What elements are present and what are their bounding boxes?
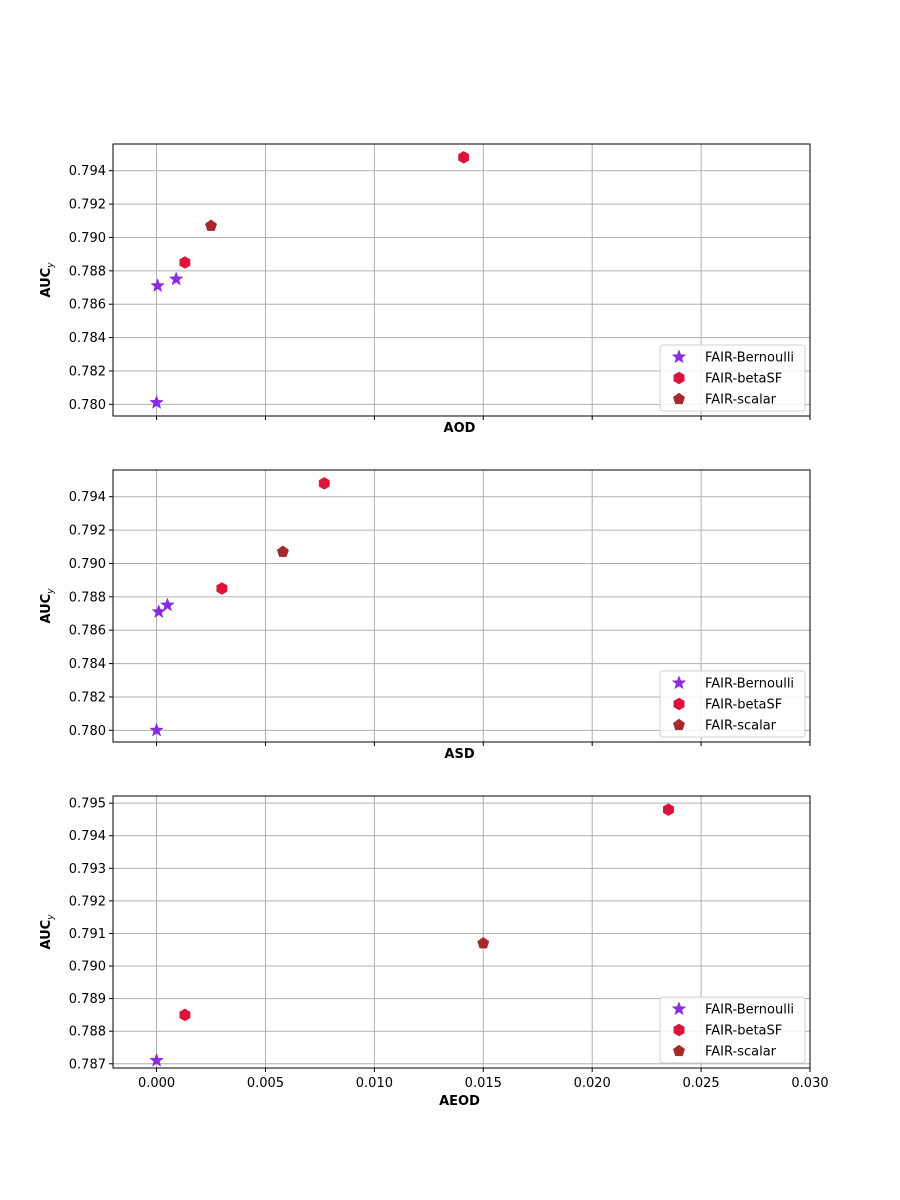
point-fair-bernoulli: [149, 1052, 164, 1067]
y-tick-label: 0.793: [69, 862, 106, 877]
legend-marker: [673, 371, 685, 385]
point-fair-bernoulli: [149, 722, 164, 737]
x-axis-label: ASD: [444, 747, 474, 762]
x-tick-label: 0.010: [356, 1076, 393, 1091]
y-tick-label: 0.788: [69, 590, 106, 605]
point-fair-betasf: [216, 582, 228, 595]
x-tick-label: 0.030: [791, 1076, 828, 1091]
y-tick-label: 0.792: [69, 524, 106, 539]
plot-frame: [112, 143, 811, 417]
legend-label: FAIR-betaSF: [705, 698, 782, 713]
point-fair-bernoulli: [160, 597, 175, 612]
point-fair-scalar: [276, 545, 289, 557]
point-fair-scalar: [205, 219, 218, 231]
legend: FAIR-Bernoulli FAIR-betaSF FAIR-scalar: [659, 344, 806, 412]
point-fair-bernoulli: [149, 394, 164, 409]
y-tick-label: 0.794: [69, 164, 106, 179]
legend-marker: [673, 697, 685, 711]
point-fair-betasf: [458, 151, 470, 164]
y-tick-label: 0.788: [69, 264, 106, 279]
chart-panel-3: 0.000 0.005 0.010 0.015 0.020 0.025 0.030 0.787…: [39, 795, 829, 1109]
legend-marker: [672, 392, 686, 405]
legend-box: [659, 996, 806, 1064]
y-tick-label: 0.790: [69, 231, 106, 246]
y-tick-label: 0.788: [69, 1025, 106, 1040]
legend-marker: [671, 675, 687, 690]
chart-panel-2: 0.780 0.782 0.784 0.786 0.788 0.790 0.792 0.794…: [39, 469, 811, 762]
legend-label: FAIR-scalar: [705, 1045, 777, 1060]
x-axis-label: AOD: [444, 421, 476, 436]
y-tick-label: 0.780: [69, 398, 106, 413]
plot-frame: [112, 795, 811, 1069]
y-tick-label: 0.786: [69, 624, 106, 639]
y-tick-label: 0.790: [69, 557, 106, 572]
legend-label: FAIR-Bernoulli: [705, 677, 794, 692]
legend-marker: [672, 1044, 686, 1057]
y-axis-label: AUCy: [39, 262, 56, 298]
legend-label: FAIR-Bernoulli: [705, 1003, 794, 1018]
y-axis-label-subscript: y: [46, 914, 56, 921]
y-axis-label: AUCy: [39, 588, 56, 624]
point-fair-bernoulli: [168, 271, 184, 286]
y-axis-label-subscript: y: [46, 262, 56, 269]
y-tick-label: 0.790: [69, 960, 106, 975]
x-axis-label: AEOD: [439, 1094, 480, 1109]
legend-box: [659, 670, 806, 738]
legend-label: FAIR-scalar: [705, 719, 777, 734]
point-fair-betasf: [179, 1008, 191, 1022]
y-axis-label-main: AUC: [39, 594, 54, 624]
point-fair-betasf: [318, 477, 330, 490]
legend-box: [659, 344, 806, 412]
y-tick-label: 0.791: [69, 927, 106, 942]
y-tick-label: 0.786: [69, 298, 106, 313]
legend-label: FAIR-Bernoulli: [705, 351, 794, 366]
point-fair-scalar: [477, 936, 490, 949]
y-tick-label: 0.792: [69, 894, 106, 909]
x-tick-label: 0.000: [138, 1076, 175, 1091]
y-tick-label: 0.780: [69, 724, 106, 739]
x-tick-label: 0.005: [247, 1076, 284, 1091]
y-axis-label-main: AUC: [39, 920, 54, 950]
point-fair-betasf: [662, 803, 674, 816]
legend-marker: [671, 349, 687, 364]
y-tick-label: 0.789: [69, 992, 106, 1007]
y-tick-label: 0.794: [69, 490, 106, 505]
y-tick-label: 0.795: [69, 797, 106, 812]
legend-label: FAIR-scalar: [705, 393, 777, 408]
chart-panel-1: 0.780 0.782 0.784 0.786 0.788 0.790 0.792 0.794…: [39, 143, 811, 436]
y-axis-label: AUCy: [39, 914, 56, 950]
x-tick-label: 0.015: [465, 1076, 502, 1091]
y-tick-label: 0.782: [69, 690, 106, 705]
legend-label: FAIR-betaSF: [705, 1024, 782, 1039]
y-axis-label-subscript: y: [46, 588, 56, 595]
legend-marker: [671, 1001, 687, 1016]
point-fair-betasf: [179, 256, 191, 269]
legend-marker: [673, 1023, 685, 1037]
legend-marker: [672, 718, 686, 731]
y-tick-label: 0.787: [69, 1057, 106, 1072]
y-axis-label-main: AUC: [39, 268, 54, 298]
y-tick-label: 0.784: [69, 657, 106, 672]
x-tick-label: 0.025: [682, 1076, 719, 1091]
legend: FAIR-Bernoulli FAIR-betaSF FAIR-scalar: [659, 996, 806, 1064]
plot-frame: [112, 469, 811, 743]
point-fair-bernoulli: [151, 604, 167, 619]
y-tick-label: 0.792: [69, 198, 106, 213]
point-fair-bernoulli: [150, 278, 165, 293]
y-tick-label: 0.794: [69, 829, 106, 844]
legend: FAIR-Bernoulli FAIR-betaSF FAIR-scalar: [659, 670, 806, 738]
y-tick-label: 0.782: [69, 364, 106, 379]
legend-label: FAIR-betaSF: [705, 372, 782, 387]
y-tick-label: 0.784: [69, 331, 106, 346]
x-tick-label: 0.020: [574, 1076, 611, 1091]
